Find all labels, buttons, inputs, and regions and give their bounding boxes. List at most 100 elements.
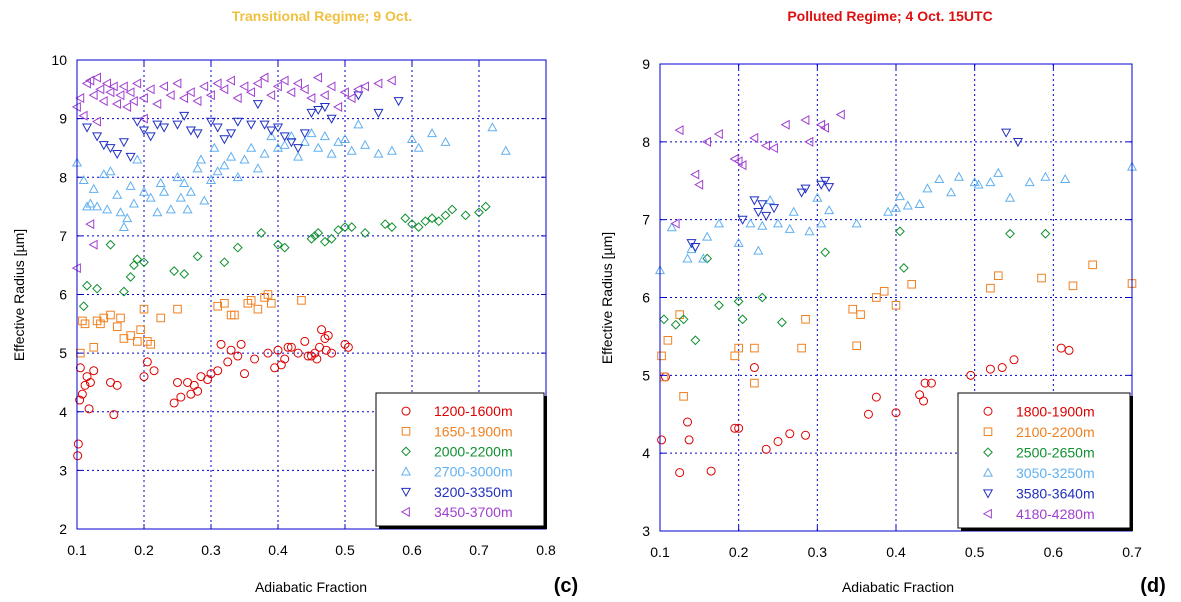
legend-label: 2700-3000m [434,464,513,480]
data-point [192,163,203,173]
data-point [105,144,116,154]
data-point [675,468,685,478]
data-point [159,186,170,196]
data-point [360,228,371,238]
data-point [713,218,725,228]
data-point [220,298,229,308]
data-point [733,237,744,247]
data-point [280,354,290,364]
data-point [182,204,193,214]
data-point [219,257,230,268]
y-tick-label: 6 [59,287,67,303]
data-point [80,380,90,390]
data-point [969,177,980,187]
data-point [863,409,873,419]
data-point [919,396,929,406]
data-point [122,101,132,112]
data-point [246,296,256,305]
data-point [309,230,320,241]
data-point [346,222,357,232]
x-tick-labels: 0.1 0.2 0.3 0.4 0.5 0.6 0.7 [650,64,1142,560]
data-point [125,272,136,282]
y-tick-label: 4 [642,445,650,461]
legend-marker [982,467,994,477]
data-point [339,87,349,98]
data-point [219,135,230,145]
data-point [966,370,976,380]
data-point [480,201,491,212]
data-point [749,196,760,206]
data-point [78,316,87,326]
data-point [460,210,471,221]
data-point [690,243,701,253]
data-point [176,392,186,402]
data-point [133,337,142,346]
data-point [109,410,119,420]
data-point [1012,137,1023,148]
data-point [440,210,451,221]
data-point [85,377,95,387]
data-point [657,435,667,445]
data-point [192,95,202,107]
data-point [319,236,330,247]
data-point [92,132,103,142]
data-point [138,186,150,196]
y-tick-label: 8 [642,134,650,150]
data-point [891,408,901,418]
data-point [212,166,223,176]
data-point [178,93,189,104]
data-point [88,90,98,101]
data-point [926,378,936,388]
data-point [292,78,302,89]
data-point [824,205,835,215]
data-point [136,325,145,334]
data-point [359,81,369,92]
data-point [373,108,384,118]
data-point [297,296,306,305]
data-point [279,75,289,86]
data-point [92,283,103,294]
data-point [326,81,336,92]
data-point [99,313,109,323]
data-point [106,310,115,320]
data-point [713,129,723,140]
data-point [232,242,243,253]
chart-title: Transitional Regime; 9 Oct. [232,8,413,24]
data-point [179,111,190,121]
data-point [89,366,99,376]
data-point [179,269,190,279]
data-point [105,166,116,176]
chart-panel-d: Polluted Regime; 4 Oct. 15UTC 0.1 0.2 0.3 0… [599,8,1166,597]
data-point [986,283,995,293]
data-point [749,132,759,143]
data-point [105,87,115,98]
y-axis-label: Effective Radius [µm] [11,229,27,361]
legend-marker [400,487,412,497]
legend-marker [401,426,411,436]
data-point [993,167,1004,177]
data-point [737,160,747,171]
data-point [156,313,166,323]
data-point [77,389,87,399]
data-point [267,298,276,308]
data-point [239,81,249,92]
data-point [373,148,384,158]
data-point [820,247,831,258]
data-point [1009,355,1019,365]
data-point [259,72,269,83]
data-point [279,242,290,253]
data-point [891,300,901,310]
data-point [293,144,304,154]
y-tick-label: 3 [59,462,67,478]
data-point [804,136,814,147]
data-point [165,204,176,214]
data-point [146,340,155,349]
data-point [733,156,743,167]
data-point [199,81,209,92]
y-tick-label: 4 [59,404,67,420]
data-point [125,87,135,98]
data-point [856,310,865,319]
data-point [317,325,327,335]
data-point [145,132,156,142]
